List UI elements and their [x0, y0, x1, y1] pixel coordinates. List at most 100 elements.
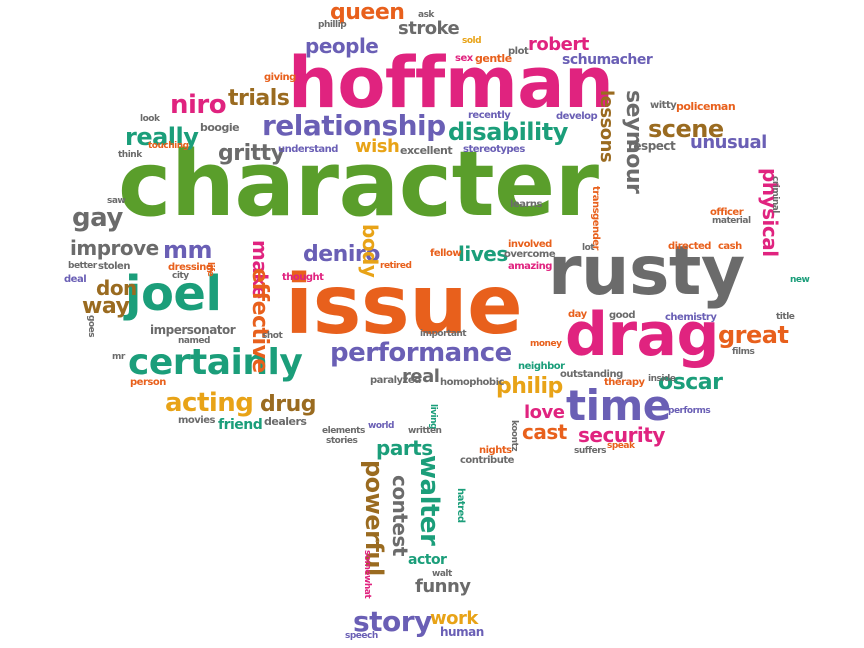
word-walter: walter [414, 455, 444, 546]
word-officer: officer [710, 207, 744, 218]
word-lives: lives [458, 242, 508, 266]
word-lot: lot [582, 243, 595, 253]
word-body: body [358, 224, 382, 278]
word-speak: speak [607, 441, 635, 451]
word-speech: speech [345, 631, 378, 641]
word-outstanding: outstanding [560, 369, 623, 380]
word-friend: friend [218, 417, 263, 433]
word-improve: improve [70, 236, 159, 260]
word-develop: develop [556, 111, 598, 122]
word-neighbor: neighbor [518, 361, 565, 372]
word-good: good [609, 310, 636, 321]
word-performs: performs [668, 406, 711, 416]
word-unusual: unusual [690, 132, 767, 153]
word-gay: gay [72, 203, 123, 233]
word-learns: learns [510, 199, 542, 210]
word-actor: actor [408, 552, 447, 568]
word-life: life [205, 262, 215, 277]
word-mr: mr [112, 352, 125, 362]
word-somewhat: somewhat [362, 550, 372, 599]
word-gentle: gentle [475, 52, 512, 65]
word-money: money [530, 339, 562, 349]
word-funny: funny [415, 576, 471, 597]
word-impersonator: impersonator [150, 323, 236, 337]
word-paralyzed: paralyzed [370, 375, 421, 386]
word-sold: sold [462, 36, 482, 46]
word-homophobic: homophobic [440, 377, 504, 388]
word-dealers: dealers [264, 415, 307, 428]
word-great: great [718, 321, 789, 349]
word-retired: retired [380, 261, 412, 271]
word-schumacher: schumacher [562, 52, 653, 68]
word-boogie: boogie [200, 121, 240, 134]
word-stereotypes: stereotypes [463, 144, 525, 155]
word-security: security [578, 423, 665, 447]
word-material: material [712, 216, 751, 226]
word-effective: effective [247, 268, 272, 373]
word-suffers: suffers [574, 446, 607, 456]
word-phillip: phillip [318, 20, 347, 30]
word-giving: giving [264, 72, 296, 83]
word-deal: deal [64, 274, 87, 285]
word-cash: cash [718, 241, 742, 252]
word-directed: directed [668, 241, 711, 252]
word-contribute: contribute [460, 455, 514, 466]
word-criminal: criminal [770, 176, 780, 213]
word-fellow: fellow [430, 248, 462, 259]
word-think: think [118, 150, 142, 160]
word-recently: recently [468, 110, 511, 121]
word-title: title [776, 312, 795, 322]
word-person: person [130, 377, 166, 388]
word-performance: performance [330, 338, 512, 368]
word-hoffman: hoffman [288, 42, 614, 124]
word-witty: witty [650, 100, 677, 111]
word-cast: cast [522, 420, 567, 444]
word-wish: wish [355, 136, 400, 157]
word-robert: robert [528, 34, 589, 55]
word-certainly: certainly [128, 342, 303, 383]
word-transgender: transgender [590, 186, 601, 250]
word-people: people [305, 34, 379, 58]
word-excellent: excellent [400, 144, 453, 157]
word-ask: ask [418, 10, 434, 20]
word-work: work [430, 608, 478, 629]
word-understand: understand [278, 144, 338, 155]
word-therapy: therapy [604, 377, 645, 388]
word-issue: issue [285, 258, 523, 353]
word-niro: niro [170, 90, 227, 120]
word-character: character [118, 132, 599, 237]
word-relationship: relationship [262, 109, 446, 142]
word-story: story [353, 605, 432, 638]
word-plot: plot [508, 46, 529, 57]
word-saw: saw [107, 196, 126, 206]
word-rusty: rusty [548, 232, 745, 311]
word-stories: stories [326, 436, 358, 446]
word-mm: mm [163, 236, 213, 264]
word-gritty: gritty [218, 141, 285, 166]
word-hatred: hatred [455, 488, 466, 523]
word-respect: respect [628, 139, 676, 153]
word-elements: elements [322, 426, 365, 436]
word-lessons: lessons [596, 90, 617, 163]
word-overcome: overcome [504, 249, 556, 260]
word-oscar: oscar [658, 370, 723, 395]
word-deniro: deniro [303, 242, 380, 267]
word-new: new [790, 275, 810, 285]
word-trials: trials [228, 86, 290, 111]
word-philip: philip [496, 374, 563, 399]
word-shot: shot [262, 331, 283, 341]
word-queen: queen [330, 0, 405, 25]
word-inside: inside [648, 374, 676, 384]
word-really: really [125, 123, 199, 151]
word-way: way [82, 294, 130, 319]
word-city: city [172, 271, 189, 281]
word-time: time [566, 381, 671, 430]
word-movies: movies [178, 415, 215, 426]
word-goes: goes [86, 315, 96, 338]
word-involved: involved [508, 239, 552, 250]
word-scene: scene [648, 115, 724, 143]
word-touching: touching [148, 141, 189, 151]
word-real: real [402, 366, 440, 387]
word-chemistry: chemistry [665, 312, 717, 323]
word-drug: drug [260, 392, 317, 417]
